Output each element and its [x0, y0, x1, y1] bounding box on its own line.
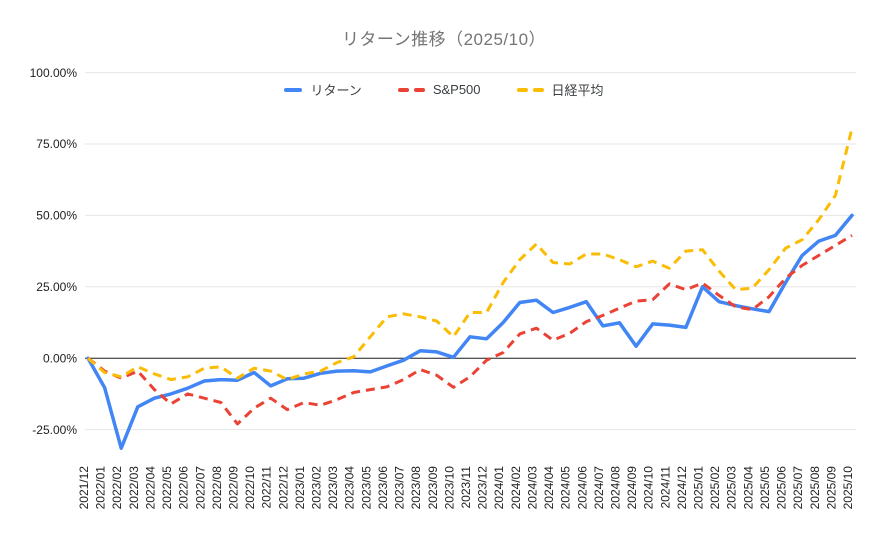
x-axis-label: 2023/04 [343, 466, 357, 510]
x-axis-label: 2023/06 [376, 466, 390, 510]
x-axis-label: 2024/12 [675, 466, 689, 510]
legend-label-sp500: S&P500 [432, 82, 481, 97]
legend-dash [397, 87, 409, 92]
x-axis-label: 2024/07 [592, 466, 606, 510]
legend-marker-nikkei [516, 87, 544, 92]
x-axis-label: 2022/10 [243, 466, 257, 510]
x-axis-label: 2024/11 [658, 466, 672, 509]
x-axis-label: 2022/07 [193, 466, 207, 510]
x-axis-label: 2023/10 [442, 466, 456, 510]
x-axis-label: 2021/12 [77, 466, 91, 510]
x-axis-label: 2022/02 [110, 466, 124, 510]
x-axis-label: 2024/08 [609, 466, 623, 510]
series-sp500-line [87, 234, 853, 426]
x-axis-label: 2025/08 [808, 466, 822, 510]
x-axis-label: 2024/09 [625, 466, 639, 510]
legend-dash [516, 87, 528, 92]
x-axis-label: 2025/07 [791, 466, 805, 510]
x-axis-label: 2023/12 [476, 466, 490, 510]
x-axis-label: 2025/02 [708, 466, 722, 510]
x-axis-label: 2023/01 [293, 466, 307, 510]
series-return-line [86, 213, 854, 450]
legend-marker-return [284, 87, 303, 92]
x-axis-label: 2022/09 [227, 466, 241, 510]
x-axis-label: 2023/03 [326, 466, 340, 510]
x-axis-label: 2025/09 [824, 466, 838, 510]
x-axis-label: 2024/10 [642, 466, 656, 510]
legend-label-nikkei: 日経平均 [551, 83, 604, 98]
legend-dash [532, 87, 544, 92]
legend: リターン S&P500 日経平均 [0, 80, 888, 99]
x-axis-label: 2025/04 [741, 466, 755, 510]
x-axis-label: 2023/09 [426, 466, 440, 510]
x-axis-label: 2024/01 [492, 466, 506, 510]
legend-marker-sp500 [397, 87, 425, 92]
x-axis-label: 2024/02 [509, 466, 523, 510]
legend-item-nikkei: 日経平均 [516, 80, 604, 99]
series-nikkei-line [87, 127, 854, 382]
x-axis-label: 2024/05 [559, 466, 573, 510]
x-axis-label: 2022/04 [143, 466, 157, 510]
x-axis-label: 2023/02 [310, 466, 324, 510]
y-axis-label: 75.00% [36, 137, 77, 151]
x-axis-label: 2025/06 [775, 466, 789, 510]
legend-dash [284, 87, 303, 92]
x-axis-label: 2024/06 [575, 466, 589, 510]
x-axis-label: 2022/06 [177, 466, 191, 510]
y-axis-label: 100.00% [30, 66, 78, 80]
x-axis-label: 2024/04 [542, 466, 556, 510]
x-axis-label: 2025/05 [758, 466, 772, 510]
legend-item-sp500: S&P500 [397, 82, 481, 97]
x-axis-label: 2023/11 [459, 466, 473, 509]
y-axis-label: 25.00% [36, 280, 77, 294]
x-axis-label: 2025/03 [725, 466, 739, 510]
y-axis-label: 50.00% [36, 209, 77, 223]
legend-label-return: リターン [310, 83, 362, 98]
y-axis-label: 0.00% [43, 351, 77, 365]
x-axis-label: 2022/11 [260, 466, 274, 509]
x-axis-label: 2022/05 [160, 466, 174, 510]
x-axis-label: 2024/03 [525, 466, 539, 510]
x-axis-label: 2023/07 [393, 466, 407, 510]
y-axis-label: -25.00% [32, 423, 77, 437]
x-axis-label: 2025/01 [692, 466, 706, 510]
chart-title: リターン推移（2025/10） [341, 30, 547, 49]
x-axis-label: 2022/03 [127, 466, 141, 510]
x-axis-label: 2022/08 [210, 466, 224, 510]
x-axis-label: 2023/08 [409, 466, 423, 510]
x-axis-label: 2025/10 [841, 466, 855, 510]
x-axis-label: 2022/12 [276, 466, 290, 510]
x-axis-label: 2023/05 [359, 466, 373, 510]
legend-item-return: リターン [284, 80, 362, 99]
x-axis-label: 2022/01 [94, 466, 108, 510]
legend-dash [413, 87, 425, 92]
